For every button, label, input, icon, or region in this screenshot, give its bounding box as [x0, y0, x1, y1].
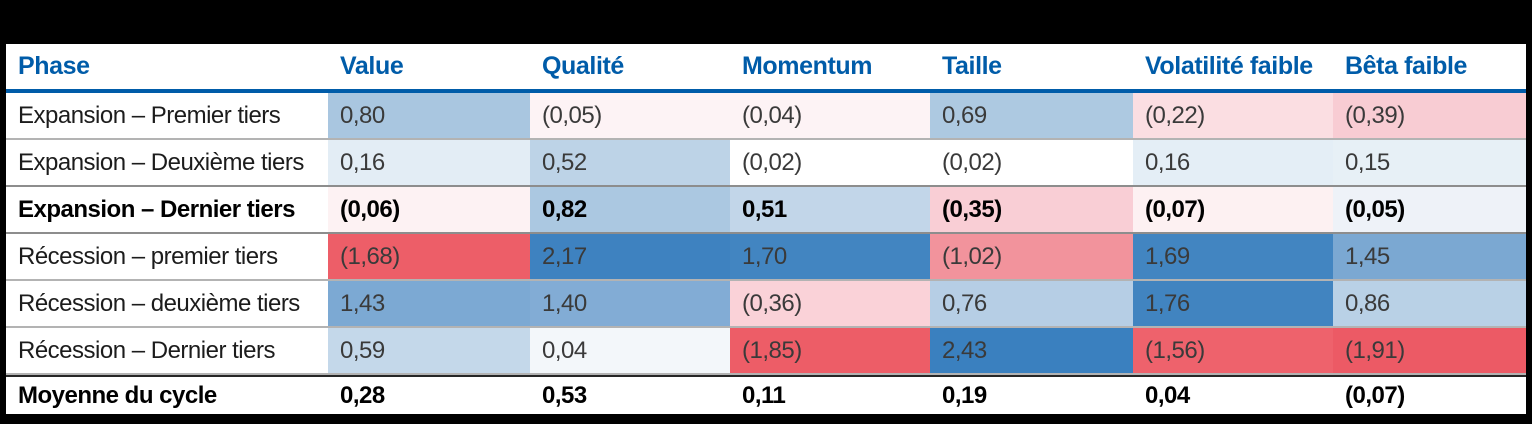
column-header-value: Value [340, 52, 404, 80]
table-row: Récession – Dernier tiers 0,59 0,04 (1,8… [6, 328, 1526, 375]
table-cell: (0,35) [930, 187, 1133, 232]
table-cell: (0,07) [1333, 377, 1526, 414]
table-cell: (1,56) [1133, 328, 1333, 373]
table-cell: 0,80 [328, 93, 530, 138]
factor-performance-table: Phase Value Qualité Momentum Taille Vola… [6, 44, 1526, 414]
column-header-beta-faible: Bêta faible [1345, 52, 1468, 80]
row-label: Expansion – Dernier tiers [6, 187, 328, 232]
column-header-momentum: Momentum [742, 52, 873, 80]
table-cell: 0,53 [530, 377, 730, 414]
table-cell: (0,02) [730, 140, 930, 185]
table-cell: 0,52 [530, 140, 730, 185]
table-header-row: Phase Value Qualité Momentum Taille Vola… [6, 44, 1526, 93]
table-cell: 0,59 [328, 328, 530, 373]
table-cell: (0,06) [328, 187, 530, 232]
table-cell: 1,69 [1133, 234, 1333, 279]
table-cell: (1,02) [930, 234, 1133, 279]
table-row: Expansion – Dernier tiers (0,06) 0,82 0,… [6, 187, 1526, 234]
table-cell: 1,70 [730, 234, 930, 279]
row-label: Récession – deuxième tiers [6, 281, 328, 326]
column-header-volatilite-faible: Volatilité faible [1145, 52, 1313, 80]
table-row: Récession – deuxième tiers 1,43 1,40 (0,… [6, 281, 1526, 328]
table-cell: 0,19 [930, 377, 1133, 414]
row-label: Récession – premier tiers [6, 234, 328, 279]
table-cell: 2,17 [530, 234, 730, 279]
column-header-taille: Taille [942, 52, 1002, 80]
table-cell: 0,04 [1133, 377, 1333, 414]
table-cell: 1,45 [1333, 234, 1526, 279]
table-cell: 0,51 [730, 187, 930, 232]
table-row-total: Moyenne du cycle 0,28 0,53 0,11 0,19 0,0… [6, 375, 1526, 414]
table-cell: 0,69 [930, 93, 1133, 138]
table-cell: (0,07) [1133, 187, 1333, 232]
table-cell: 0,11 [730, 377, 930, 414]
column-header-qualite: Qualité [542, 52, 624, 80]
table-row: Expansion – Deuxième tiers 0,16 0,52 (0,… [6, 140, 1526, 187]
table-cell: (1,68) [328, 234, 530, 279]
table-row: Expansion – Premier tiers 0,80 (0,05) (0… [6, 93, 1526, 140]
table-cell: 0,28 [328, 377, 530, 414]
table-cell: 0,15 [1333, 140, 1526, 185]
table-cell: 1,43 [328, 281, 530, 326]
row-label: Expansion – Premier tiers [6, 93, 328, 138]
table-cell: (1,85) [730, 328, 930, 373]
column-header-phase: Phase [18, 52, 90, 80]
table-cell: 0,76 [930, 281, 1133, 326]
row-label: Expansion – Deuxième tiers [6, 140, 328, 185]
table-cell: 1,76 [1133, 281, 1333, 326]
row-label: Récession – Dernier tiers [6, 328, 328, 373]
table-cell: (0,05) [530, 93, 730, 138]
table-cell: 1,40 [530, 281, 730, 326]
table-row: Récession – premier tiers (1,68) 2,17 1,… [6, 234, 1526, 281]
table-cell: (0,04) [730, 93, 930, 138]
row-label: Moyenne du cycle [6, 377, 328, 414]
table-cell: 0,82 [530, 187, 730, 232]
table-cell: 0,04 [530, 328, 730, 373]
table-cell: (1,91) [1333, 328, 1526, 373]
table-cell: 2,43 [930, 328, 1133, 373]
table-cell: 0,16 [328, 140, 530, 185]
table-cell: (0,36) [730, 281, 930, 326]
table-cell: 0,86 [1333, 281, 1526, 326]
table-cell: (0,39) [1333, 93, 1526, 138]
table-cell: (0,02) [930, 140, 1133, 185]
table-cell: (0,05) [1333, 187, 1526, 232]
table-cell: (0,22) [1133, 93, 1333, 138]
table-cell: 0,16 [1133, 140, 1333, 185]
